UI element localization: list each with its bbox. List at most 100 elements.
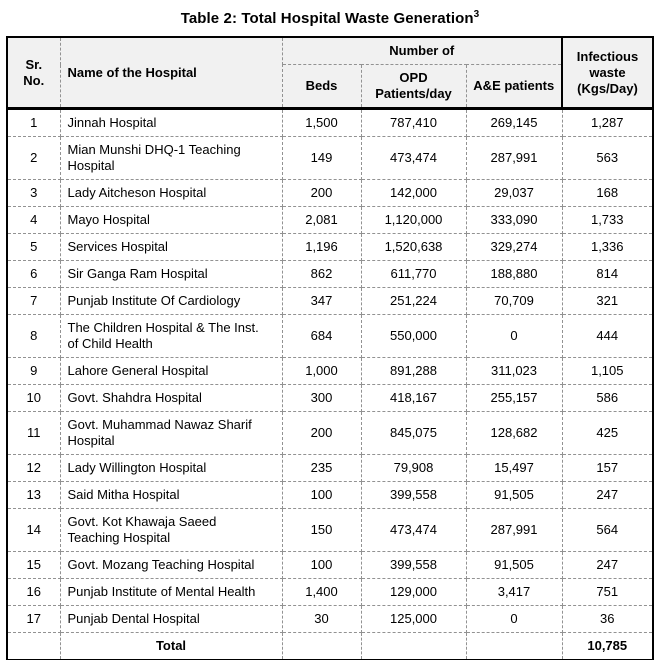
cell-ae: 128,682 <box>465 411 563 455</box>
cell-sr: 3 <box>6 179 61 207</box>
cell-opd: 473,474 <box>360 136 467 180</box>
cell-total-opd <box>360 632 467 660</box>
cell-name: Said Mitha Hospital <box>59 481 283 509</box>
cell-sr: 15 <box>6 551 61 579</box>
page-title: Table 2: Total Hospital Waste Generation… <box>0 0 660 36</box>
total-row: Total 10,785 <box>6 632 654 660</box>
cell-opd: 399,558 <box>360 481 467 509</box>
header-opd-patients: OPD Patients/day <box>360 64 467 110</box>
cell-name: Govt. Muhammad Nawaz Sharif Hospital <box>59 411 283 455</box>
cell-name: Govt. Mozang Teaching Hospital <box>59 551 283 579</box>
table-header: Sr. No. Name of the Hospital Number of I… <box>6 36 654 110</box>
cell-infectious: 168 <box>561 179 654 207</box>
cell-sr: 5 <box>6 233 61 261</box>
cell-sr: 13 <box>6 481 61 509</box>
cell-sr: 8 <box>6 314 61 358</box>
cell-opd: 399,558 <box>360 551 467 579</box>
cell-opd: 1,520,638 <box>360 233 467 261</box>
cell-ae: 329,274 <box>465 233 563 261</box>
table-row: 2 Mian Munshi DHQ-1 Teaching Hospital 149 4… <box>6 136 654 180</box>
cell-name: Lahore General Hospital <box>59 357 283 385</box>
table-row: 17 Punjab Dental Hospital 30 125,000 0 36 <box>6 605 654 633</box>
table-row: 16 Punjab Institute of Mental Health 1,400… <box>6 578 654 606</box>
cell-name: Punjab Dental Hospital <box>59 605 283 633</box>
cell-name: Govt. Kot Khawaja Saeed Teaching Hospita… <box>59 508 283 552</box>
cell-infectious: 1,336 <box>561 233 654 261</box>
table-footer: Total 10,785 <box>6 632 654 660</box>
cell-name: Lady Willington Hospital <box>59 454 283 482</box>
table-row: 8 The Children Hospital & The Inst. of Ch… <box>6 314 654 358</box>
cell-ae: 333,090 <box>465 206 563 234</box>
cell-infectious: 563 <box>561 136 654 180</box>
cell-opd: 79,908 <box>360 454 467 482</box>
table-row: 15 Govt. Mozang Teaching Hospital 100 399,5… <box>6 551 654 579</box>
cell-ae: 311,023 <box>465 357 563 385</box>
cell-sr: 6 <box>6 260 61 288</box>
header-number-of: Number of <box>281 36 563 65</box>
cell-total-sr <box>6 632 61 660</box>
cell-name: Services Hospital <box>59 233 283 261</box>
cell-ae: 0 <box>465 314 563 358</box>
cell-opd: 1,120,000 <box>360 206 467 234</box>
cell-name: Govt. Shahdra Hospital <box>59 384 283 412</box>
cell-infectious: 36 <box>561 605 654 633</box>
header-beds: Beds <box>281 64 362 110</box>
cell-sr: 16 <box>6 578 61 606</box>
cell-infectious: 247 <box>561 551 654 579</box>
cell-sr: 12 <box>6 454 61 482</box>
cell-beds: 862 <box>281 260 362 288</box>
cell-beds: 150 <box>281 508 362 552</box>
table-row: 12 Lady Willington Hospital 235 79,908 15,49… <box>6 454 654 482</box>
cell-ae: 269,145 <box>465 108 563 137</box>
cell-beds: 200 <box>281 411 362 455</box>
cell-ae: 287,991 <box>465 508 563 552</box>
cell-ae: 0 <box>465 605 563 633</box>
table-row: 5 Services Hospital 1,196 1,520,638 329,274 1… <box>6 233 654 261</box>
total-infectious-value: 10,785 <box>561 632 654 660</box>
cell-beds: 100 <box>281 481 362 509</box>
cell-opd: 891,288 <box>360 357 467 385</box>
cell-beds: 300 <box>281 384 362 412</box>
cell-ae: 29,037 <box>465 179 563 207</box>
cell-opd: 129,000 <box>360 578 467 606</box>
cell-infectious: 564 <box>561 508 654 552</box>
header-sr-no: Sr. No. <box>6 36 61 110</box>
cell-sr: 9 <box>6 357 61 385</box>
table-row: 14 Govt. Kot Khawaja Saeed Teaching Hospi… <box>6 508 654 552</box>
cell-sr: 17 <box>6 605 61 633</box>
cell-infectious: 586 <box>561 384 654 412</box>
hospital-waste-table: Sr. No. Name of the Hospital Number of I… <box>6 36 654 660</box>
cell-infectious: 751 <box>561 578 654 606</box>
cell-sr: 4 <box>6 206 61 234</box>
table-row: 11 Govt. Muhammad Nawaz Sharif Hospital 20… <box>6 411 654 455</box>
cell-opd: 845,075 <box>360 411 467 455</box>
cell-ae: 91,505 <box>465 551 563 579</box>
footnote-marker: 3 <box>473 9 480 20</box>
cell-ae: 91,505 <box>465 481 563 509</box>
cell-ae: 15,497 <box>465 454 563 482</box>
cell-opd: 473,474 <box>360 508 467 552</box>
cell-name: Punjab Institute of Mental Health <box>59 578 283 606</box>
cell-ae: 70,709 <box>465 287 563 315</box>
cell-opd: 142,000 <box>360 179 467 207</box>
cell-beds: 149 <box>281 136 362 180</box>
cell-beds: 347 <box>281 287 362 315</box>
table-row: 3 Lady Aitcheson Hospital 200 142,000 29,037… <box>6 179 654 207</box>
cell-opd: 125,000 <box>360 605 467 633</box>
table-row: 13 Said Mitha Hospital 100 399,558 91,505 247 <box>6 481 654 509</box>
cell-infectious: 444 <box>561 314 654 358</box>
cell-beds: 30 <box>281 605 362 633</box>
total-label: Total <box>59 632 283 660</box>
header-infectious-waste: Infectious waste (Kgs/Day) <box>561 36 654 110</box>
cell-name: Mayo Hospital <box>59 206 283 234</box>
cell-infectious: 247 <box>561 481 654 509</box>
cell-infectious: 1,287 <box>561 108 654 137</box>
cell-beds: 1,196 <box>281 233 362 261</box>
table-row: 4 Mayo Hospital 2,081 1,120,000 333,090 1,733 <box>6 206 654 234</box>
table-row: 1 Jinnah Hospital 1,500 787,410 269,145 1,287 <box>6 108 654 137</box>
cell-infectious: 157 <box>561 454 654 482</box>
cell-total-ae <box>465 632 563 660</box>
header-ae-patients: A&E patients <box>465 64 563 110</box>
cell-name: Punjab Institute Of Cardiology <box>59 287 283 315</box>
cell-sr: 14 <box>6 508 61 552</box>
